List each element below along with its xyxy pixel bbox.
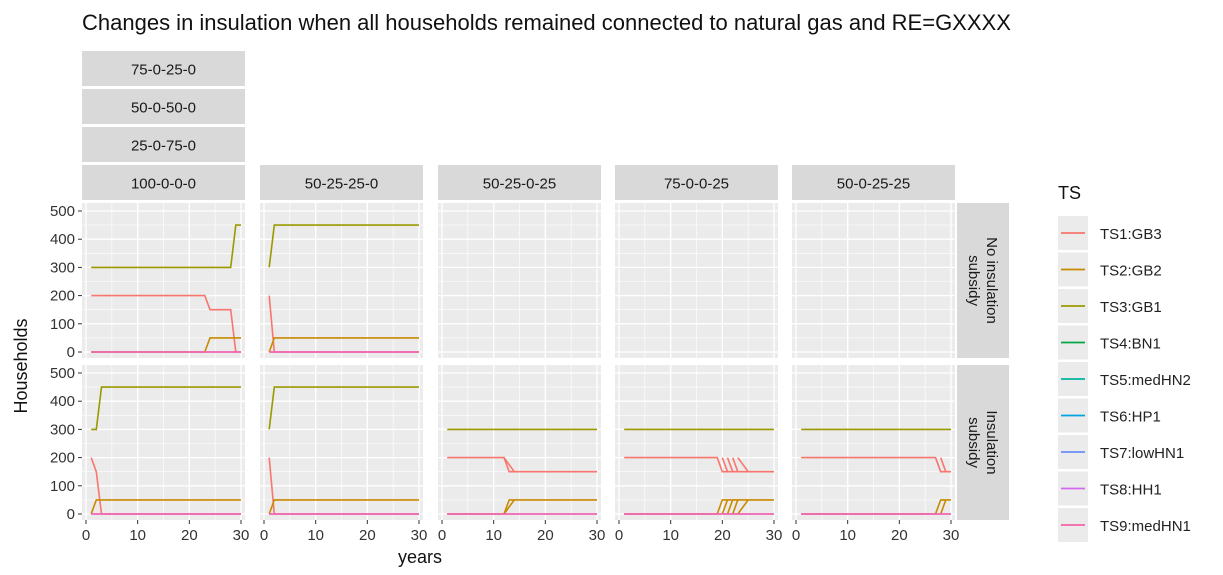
x-tick-label: 30: [766, 527, 783, 544]
column-strip-label: 50-25-0-25: [483, 176, 556, 193]
series-line: [268, 386, 419, 430]
series-line: [503, 499, 515, 515]
column-strip-label: 50-0-50-0: [131, 100, 196, 117]
series-line: [726, 499, 734, 515]
series-line: [91, 224, 241, 269]
row-strip-label: Insulation: [983, 410, 1000, 474]
x-tick-label: 20: [891, 527, 908, 544]
y-tick-label: 100: [50, 478, 75, 495]
x-axis-title: years: [398, 547, 442, 567]
column-strip-label: 100-0-0-0: [131, 176, 196, 193]
legend-title: TS: [1058, 183, 1081, 203]
row-strip-label: subsidy: [965, 255, 982, 306]
column-strip: [82, 51, 245, 86]
x-tick-label: 0: [615, 527, 623, 544]
row-strip-label: No insulation: [983, 237, 1000, 324]
row-strip: [957, 365, 1009, 520]
column-strip: [82, 165, 245, 200]
column-strip-label: 50-0-25-25: [837, 176, 910, 193]
series-line: [731, 499, 739, 515]
legend-label: TS4:BN1: [1100, 336, 1161, 353]
series-line: [503, 457, 515, 473]
x-tick-label: 0: [260, 527, 268, 544]
column-strip: [82, 127, 245, 162]
x-tick-label: 10: [485, 527, 502, 544]
x-tick-label: 0: [438, 527, 446, 544]
legend-label: TS1:GB3: [1100, 226, 1162, 243]
series-line: [939, 457, 947, 472]
chart-title: Changes in insulation when all household…: [82, 10, 1011, 35]
x-tick-label: 20: [359, 527, 376, 544]
x-tick-label: 0: [792, 527, 800, 544]
series-line: [731, 457, 739, 472]
y-tick-label: 300: [50, 421, 75, 438]
y-tick-label: 500: [50, 203, 75, 220]
x-tick-label: 10: [662, 527, 679, 544]
x-tick-label: 0: [82, 527, 90, 544]
legend-label: TS5:medHN2: [1100, 372, 1191, 389]
column-strip-label: 75-0-0-25: [664, 176, 729, 193]
series-line: [90, 499, 241, 515]
x-tick-label: 10: [129, 527, 146, 544]
x-tick-label: 30: [411, 527, 428, 544]
row-strip-label: subsidy: [965, 417, 982, 468]
y-tick-label: 400: [50, 393, 75, 410]
column-strip: [615, 165, 778, 200]
column-strip: [260, 165, 423, 200]
y-axis-title: Households: [11, 318, 31, 413]
series-line: [737, 499, 749, 515]
x-tick-label: 10: [839, 527, 856, 544]
legend-label: TS9:medHN1: [1100, 518, 1191, 535]
y-tick-label: 200: [50, 288, 75, 305]
series-line: [721, 457, 729, 472]
y-tick-label: 0: [67, 344, 75, 361]
legend-label: TS7:lowHN1: [1100, 445, 1184, 462]
column-strip: [82, 89, 245, 124]
x-tick-label: 30: [943, 527, 960, 544]
column-strip: [792, 165, 955, 200]
column-strip-label: 25-0-75-0: [131, 138, 196, 155]
x-tick-label: 20: [537, 527, 554, 544]
series-line: [268, 499, 419, 515]
column-strip: [438, 165, 601, 200]
y-tick-label: 200: [50, 450, 75, 467]
column-strip-label: 75-0-25-0: [131, 62, 196, 79]
legend-label: TS2:GB2: [1100, 263, 1162, 280]
y-tick-label: 400: [50, 231, 75, 248]
x-tick-label: 10: [307, 527, 324, 544]
series-line: [939, 499, 947, 515]
y-tick-label: 500: [50, 365, 75, 382]
x-tick-label: 30: [233, 527, 250, 544]
y-tick-label: 0: [67, 506, 75, 523]
y-tick-label: 300: [50, 259, 75, 276]
x-tick-label: 20: [181, 527, 198, 544]
series-line: [726, 457, 734, 472]
series-line: [268, 224, 419, 268]
series-line: [737, 457, 749, 473]
legend-label: TS6:HP1: [1100, 409, 1161, 426]
column-strip-label: 50-25-25-0: [305, 176, 378, 193]
series-line: [268, 337, 419, 353]
row-strip: [957, 203, 1009, 358]
series-line: [91, 386, 241, 431]
legend-label: TS8:HH1: [1100, 482, 1162, 499]
y-tick-label: 100: [50, 316, 75, 333]
series-line: [447, 456, 597, 473]
series-line: [801, 456, 951, 473]
x-tick-label: 30: [589, 527, 606, 544]
series-line: [721, 499, 729, 515]
legend-label: TS3:GB1: [1100, 299, 1162, 316]
x-tick-label: 20: [714, 527, 731, 544]
